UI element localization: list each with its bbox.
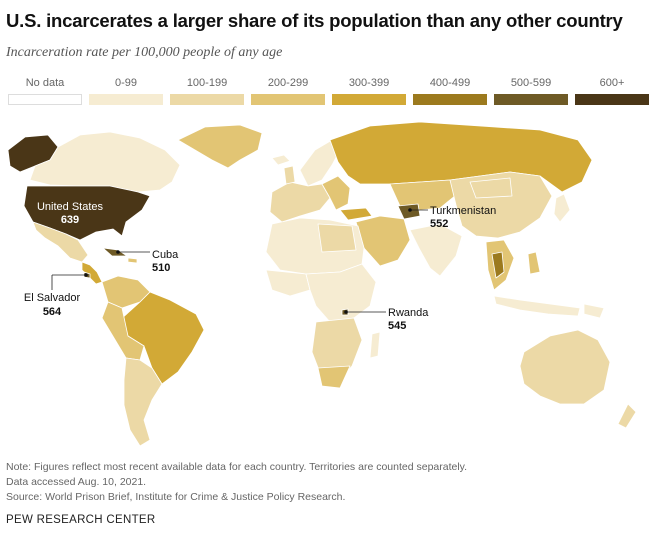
date-accessed-text: Data accessed Aug. 10, 2021.: [6, 476, 147, 488]
legend-swatch: [251, 94, 325, 105]
el-salvador-marker: [84, 273, 88, 277]
legend-label: 0-99: [114, 77, 138, 89]
turkmenistan-marker: [408, 208, 412, 212]
central-america-region: [81, 261, 103, 285]
madagascar-region: [369, 331, 381, 359]
japan-region: [553, 193, 571, 223]
world-map: United States 639 Cuba 510 El Salvador 5…: [7, 121, 637, 447]
legend-label: No data: [25, 77, 65, 89]
cuba-region: [102, 247, 128, 257]
legend-item-no-data: No data: [8, 76, 82, 105]
legend-label: 400-499: [429, 77, 471, 89]
cuba-value: 510: [152, 262, 170, 274]
legend-label: 500-599: [510, 77, 552, 89]
chart-title: U.S. incarcerates a larger share of its …: [6, 10, 623, 31]
legend-label: 300-399: [348, 77, 390, 89]
el-salvador-label: El Salvador: [24, 292, 81, 304]
legend-swatch: [8, 94, 82, 105]
philippines-region: [527, 251, 541, 275]
us-label: United States: [37, 201, 104, 213]
turkmenistan-label: Turkmenistan: [430, 205, 496, 217]
middle-east-region: [355, 215, 411, 267]
uk-region: [283, 165, 296, 185]
iceland-region: [271, 154, 291, 166]
el-salvador-value: 564: [43, 306, 62, 318]
thailand-region: [491, 251, 505, 279]
legend-label: 200-299: [267, 77, 309, 89]
legend: No data 0-99 100-199 200-299 300-399 400…: [8, 76, 658, 106]
brand-logo-text: PEW RESEARCH CENTER: [6, 514, 156, 526]
australia-region: [519, 329, 611, 405]
indonesia-region: [493, 295, 581, 317]
rwanda-label: Rwanda: [388, 307, 429, 319]
footnotes: Note: Figures reflect most recent availa…: [6, 460, 467, 505]
us-value: 639: [61, 214, 79, 226]
legend-item-0-99: 0-99: [89, 76, 163, 105]
legend-swatch: [170, 94, 244, 105]
west-africa-region: [265, 269, 311, 297]
mongolia-region: [469, 177, 513, 199]
cuba-label: Cuba: [152, 249, 179, 261]
legend-swatch: [89, 94, 163, 105]
source-text: Source: World Prison Brief, Institute fo…: [6, 491, 346, 503]
new-zealand-region: [617, 403, 637, 429]
canada-region: [29, 131, 181, 193]
greenland-region: [177, 124, 263, 169]
rwanda-marker: [344, 310, 348, 314]
legend-swatch: [413, 94, 487, 105]
western-europe-region: [269, 181, 331, 223]
legend-label: 100-199: [186, 77, 228, 89]
legend-swatch: [575, 94, 649, 105]
legend-item-200-299: 200-299: [251, 76, 325, 105]
cuba-marker: [116, 250, 120, 254]
rwanda-value: 545: [388, 320, 406, 332]
legend-item-300-399: 300-399: [332, 76, 406, 105]
turkey-region: [339, 207, 373, 221]
chart-subtitle: Incarceration rate per 100,000 people of…: [6, 45, 283, 60]
legend-swatch: [332, 94, 406, 105]
legend-item-100-199: 100-199: [170, 76, 244, 105]
legend-label: 600+: [599, 77, 625, 89]
eastern-europe-region: [321, 175, 351, 211]
turkmenistan-region: [397, 203, 421, 220]
caribbean-region: [127, 257, 138, 264]
legend-item-500-599: 500-599: [494, 76, 568, 105]
argentina-chile-region: [123, 357, 163, 447]
south-africa-region: [317, 365, 351, 389]
legend-item-400-499: 400-499: [413, 76, 487, 105]
legend-item-600-plus: 600+: [575, 76, 649, 105]
south-asia-region: [409, 223, 463, 277]
legend-swatch: [494, 94, 568, 105]
png-region: [583, 303, 605, 319]
turkmenistan-value: 552: [430, 218, 448, 230]
egypt-libya-region: [317, 223, 357, 253]
note-text: Note: Figures reflect most recent availa…: [6, 461, 468, 473]
